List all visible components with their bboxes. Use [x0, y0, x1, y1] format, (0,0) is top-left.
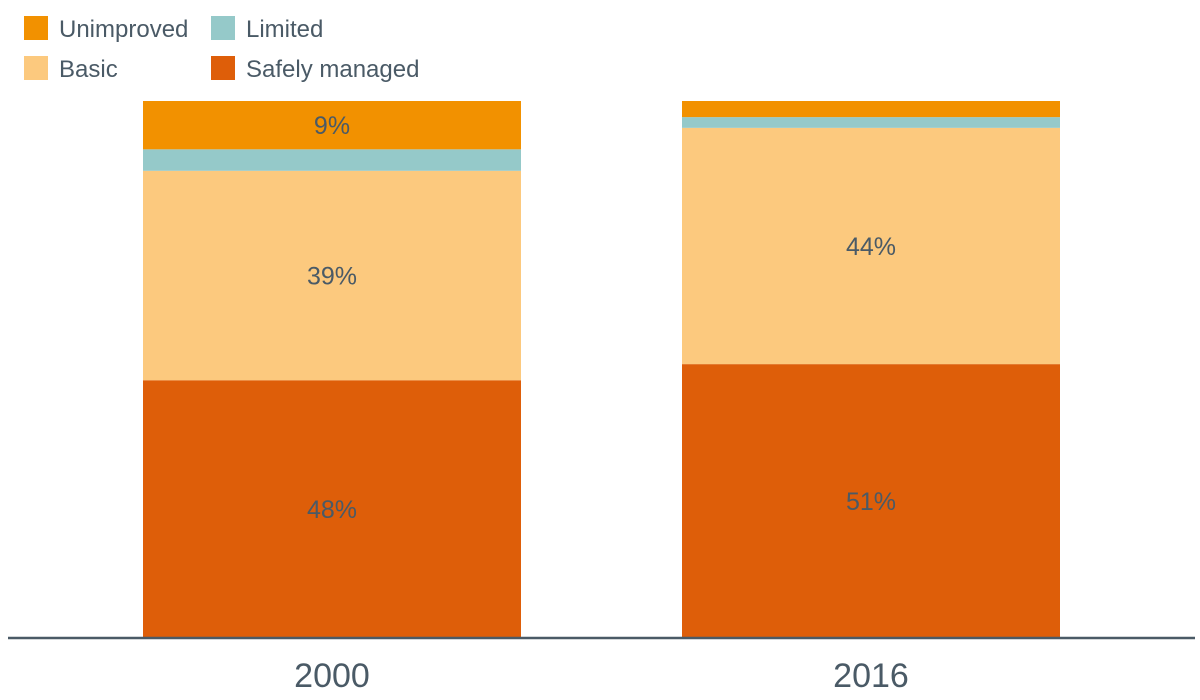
legend-label-unimproved: Unimproved [59, 16, 188, 43]
legend-swatch-basic [24, 56, 48, 80]
data-label-2000-basic: 39% [307, 263, 357, 291]
category-label-2016: 2016 [833, 657, 909, 695]
bar-2016-basic [682, 127, 1060, 365]
bars [143, 101, 1060, 638]
legend-label-basic: Basic [59, 56, 118, 83]
category-label-2000: 2000 [294, 657, 370, 695]
legend-label-limited: Limited [246, 16, 323, 43]
bar-2016-limited [682, 117, 1060, 128]
legend-label-safely-managed: Safely managed [246, 56, 419, 83]
bar-2000-basic [143, 170, 521, 381]
legend-swatch-limited [211, 16, 235, 40]
bar-2016-unimproved [682, 101, 1060, 118]
data-label-2000-unimproved: 9% [314, 112, 350, 140]
legend: Unimproved Limited Basic Safely managed [24, 16, 419, 83]
legend-swatch-safely-managed [211, 56, 235, 80]
data-label-2016-basic: 44% [846, 233, 896, 261]
bar-2000-safely-managed [143, 380, 521, 638]
data-label-2000-safely-managed: 48% [307, 496, 357, 524]
bar-2000-unimproved [143, 101, 521, 150]
bar-2016-safely-managed [682, 364, 1060, 638]
category-labels: 2000 2016 [294, 657, 909, 695]
data-label-2016-safely-managed: 51% [846, 488, 896, 516]
data-labels: 48% 39% 9% 51% 44% [307, 112, 896, 524]
legend-swatch-unimproved [24, 16, 48, 40]
bar-2000-limited [143, 149, 521, 171]
